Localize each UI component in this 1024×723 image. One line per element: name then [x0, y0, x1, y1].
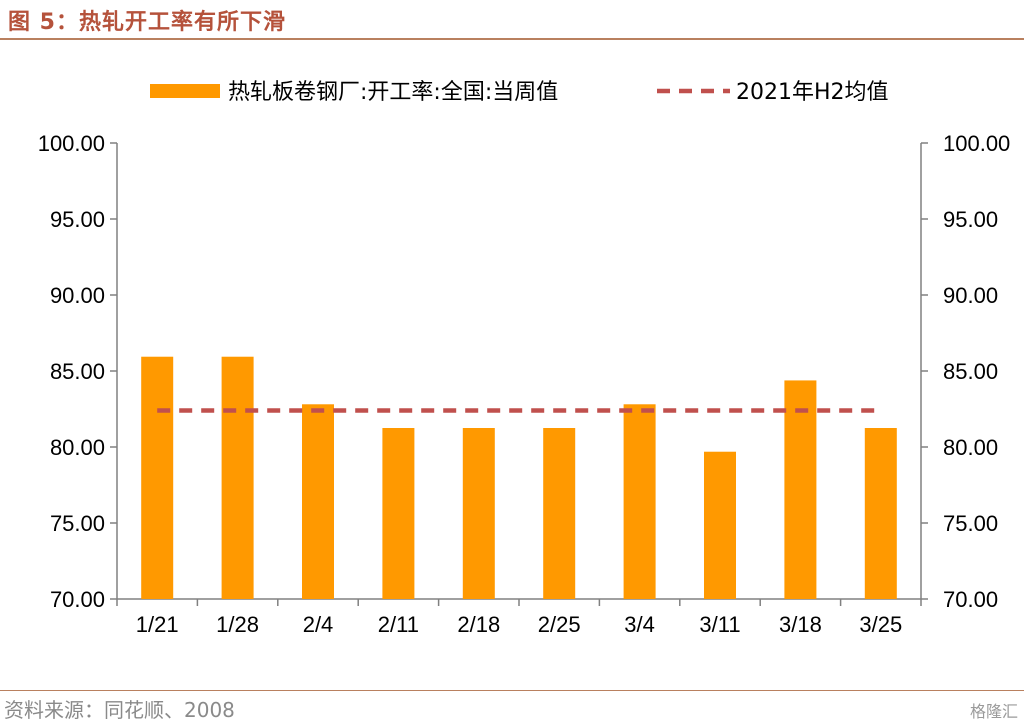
- bar-3-25: [864, 428, 897, 599]
- y-tick-label-left: 85.00: [50, 359, 105, 384]
- x-tick-label: 1/28: [216, 612, 259, 637]
- footer-divider: [0, 690, 1024, 691]
- watermark-logo: 格隆汇: [969, 702, 1018, 721]
- x-tick-label: 3/11: [699, 612, 740, 637]
- y-tick-labels: 70.00 75.00 80.00 85.00 90.00 95.00 100.00 70.0…: [38, 131, 1011, 612]
- chart-bars: [141, 356, 897, 599]
- x-tick-label: 3/25: [859, 612, 902, 637]
- y-tick-label-right: 100.00: [943, 131, 1010, 156]
- bar-2-4: [302, 404, 334, 599]
- bar-3-4: [623, 404, 656, 599]
- y-tick-label-left: 75.00: [50, 511, 105, 536]
- bar-3-18: [784, 380, 817, 599]
- y-tick-label-left: 70.00: [50, 587, 105, 612]
- y-tick-label-left: 80.00: [50, 435, 105, 460]
- chart: 热轧板卷钢厂:开工率:全国:当周值 2021年H2均值 1/21 1/28 2/4 2…: [38, 80, 1011, 637]
- x-tick-label: 3/18: [779, 612, 822, 637]
- bar-1-28: [221, 356, 254, 599]
- legend-label-avg: 2021年H2均值: [736, 80, 889, 105]
- x-tick-label: 2/4: [303, 612, 334, 637]
- x-tick-label: 3/4: [624, 612, 655, 637]
- x-tick-label: 2/18: [457, 612, 500, 637]
- bar-1-21: [141, 356, 174, 599]
- x-tick-label: 1/21: [136, 612, 179, 637]
- bar-3-11: [704, 451, 736, 599]
- figure-title: 图 5：热轧开工率有所下滑: [8, 10, 286, 35]
- chart-legend: 热轧板卷钢厂:开工率:全国:当周值 2021年H2均值: [150, 80, 889, 105]
- legend-label-bar: 热轧板卷钢厂:开工率:全国:当周值: [228, 80, 558, 105]
- y-tick-label-right: 80.00: [943, 435, 998, 460]
- y-tick-label-left: 100.00: [38, 131, 105, 156]
- y-tick-label-right: 95.00: [943, 207, 998, 232]
- y-tick-label-right: 90.00: [943, 283, 998, 308]
- y-tick-label-right: 70.00: [943, 587, 998, 612]
- bar-2-18: [462, 428, 495, 599]
- x-tick-label: 2/25: [538, 612, 581, 637]
- title-divider: [0, 38, 1024, 40]
- y-tick-label-right: 85.00: [943, 359, 998, 384]
- legend-swatch-bar: [150, 84, 220, 98]
- x-tick-labels: 1/21 1/28 2/4 2/11 2/18 2/25 3/4 3/11 3/18 3/25: [136, 612, 902, 637]
- x-tick-label: 2/11: [378, 612, 419, 637]
- y-tick-label-left: 95.00: [50, 207, 105, 232]
- y-tick-label-left: 90.00: [50, 283, 105, 308]
- bar-2-25: [543, 428, 576, 599]
- y-tick-label-right: 75.00: [943, 511, 998, 536]
- bar-2-11: [382, 428, 415, 599]
- source-note: 资料来源：同花顺、2008: [4, 698, 235, 722]
